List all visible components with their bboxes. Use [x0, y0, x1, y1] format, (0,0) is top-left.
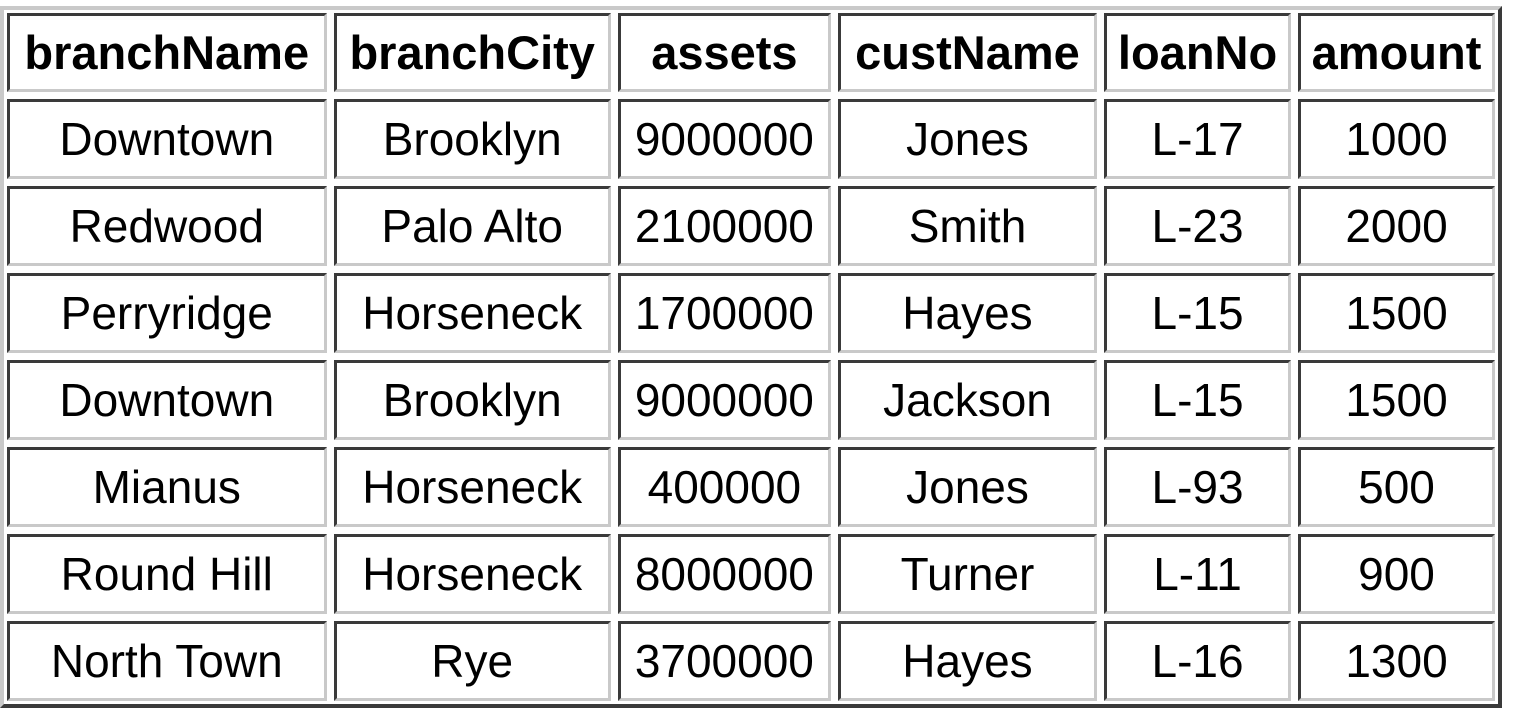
- table-frame: [0, 6, 1502, 708]
- cell-amount: 2000: [1298, 186, 1495, 266]
- table-row: Downtown Brooklyn 9000000 Jones L-17 100…: [7, 99, 1495, 179]
- table-row: Redwood Palo Alto 2100000 Smith L-23 200…: [7, 186, 1495, 266]
- cell-loanno: L-15: [1104, 360, 1291, 440]
- header-amount: amount: [1298, 13, 1495, 92]
- header-loanno: loanNo: [1104, 13, 1291, 92]
- cell-custname: Jones: [837, 447, 1098, 527]
- cell-loanno: L-11: [1104, 534, 1291, 614]
- table-row: North Town Rye 3700000 Hayes L-16 1300: [7, 621, 1495, 701]
- header-assets: assets: [617, 13, 831, 92]
- cell-custname: Jones: [837, 99, 1098, 179]
- cell-amount: 1500: [1298, 360, 1495, 440]
- cell-branchcity: Horseneck: [333, 273, 611, 353]
- cell-assets: 400000: [617, 447, 831, 527]
- cell-loanno: L-17: [1104, 99, 1291, 179]
- cell-branchcity: Brooklyn: [333, 360, 611, 440]
- cell-custname: Smith: [837, 186, 1098, 266]
- cell-custname: Turner: [837, 534, 1098, 614]
- cell-branchname: North Town: [7, 621, 327, 701]
- cell-assets: 3700000: [617, 621, 831, 701]
- table-row: Perryridge Horseneck 1700000 Hayes L-15 …: [7, 273, 1495, 353]
- cell-assets: 2100000: [617, 186, 831, 266]
- cell-branchcity: Rye: [333, 621, 611, 701]
- cell-loanno: L-23: [1104, 186, 1291, 266]
- cell-assets: 9000000: [617, 360, 831, 440]
- header-branchname: branchName: [7, 13, 327, 92]
- header-custname: custName: [837, 13, 1098, 92]
- cell-branchcity: Horseneck: [333, 447, 611, 527]
- cell-amount: 1000: [1298, 99, 1495, 179]
- cell-branchname: Downtown: [7, 360, 327, 440]
- table-row: Mianus Horseneck 400000 Jones L-93 500: [7, 447, 1495, 527]
- cell-branchname: Perryridge: [7, 273, 327, 353]
- cell-branchcity: Brooklyn: [333, 99, 611, 179]
- cell-branchname: Downtown: [7, 99, 327, 179]
- cell-custname: Hayes: [837, 273, 1098, 353]
- cell-branchname: Redwood: [7, 186, 327, 266]
- table-row: Downtown Brooklyn 9000000 Jackson L-15 1…: [7, 360, 1495, 440]
- cell-amount: 1500: [1298, 273, 1495, 353]
- table-row: Round Hill Horseneck 8000000 Turner L-11…: [7, 534, 1495, 614]
- cell-branchcity: Horseneck: [333, 534, 611, 614]
- cell-branchname: Round Hill: [7, 534, 327, 614]
- cell-loanno: L-93: [1104, 447, 1291, 527]
- table-header-row: branchName branchCity assets custName lo…: [7, 13, 1495, 92]
- cell-custname: Hayes: [837, 621, 1098, 701]
- cell-loanno: L-16: [1104, 621, 1291, 701]
- cell-amount: 500: [1298, 447, 1495, 527]
- header-branchcity: branchCity: [333, 13, 611, 92]
- cell-assets: 1700000: [617, 273, 831, 353]
- cell-amount: 1300: [1298, 621, 1495, 701]
- cell-custname: Jackson: [837, 360, 1098, 440]
- cell-branchname: Mianus: [7, 447, 327, 527]
- cell-assets: 8000000: [617, 534, 831, 614]
- loan-table: branchName branchCity assets custName lo…: [0, 6, 1502, 708]
- cell-assets: 9000000: [617, 99, 831, 179]
- cell-loanno: L-15: [1104, 273, 1291, 353]
- cell-amount: 900: [1298, 534, 1495, 614]
- cell-branchcity: Palo Alto: [333, 186, 611, 266]
